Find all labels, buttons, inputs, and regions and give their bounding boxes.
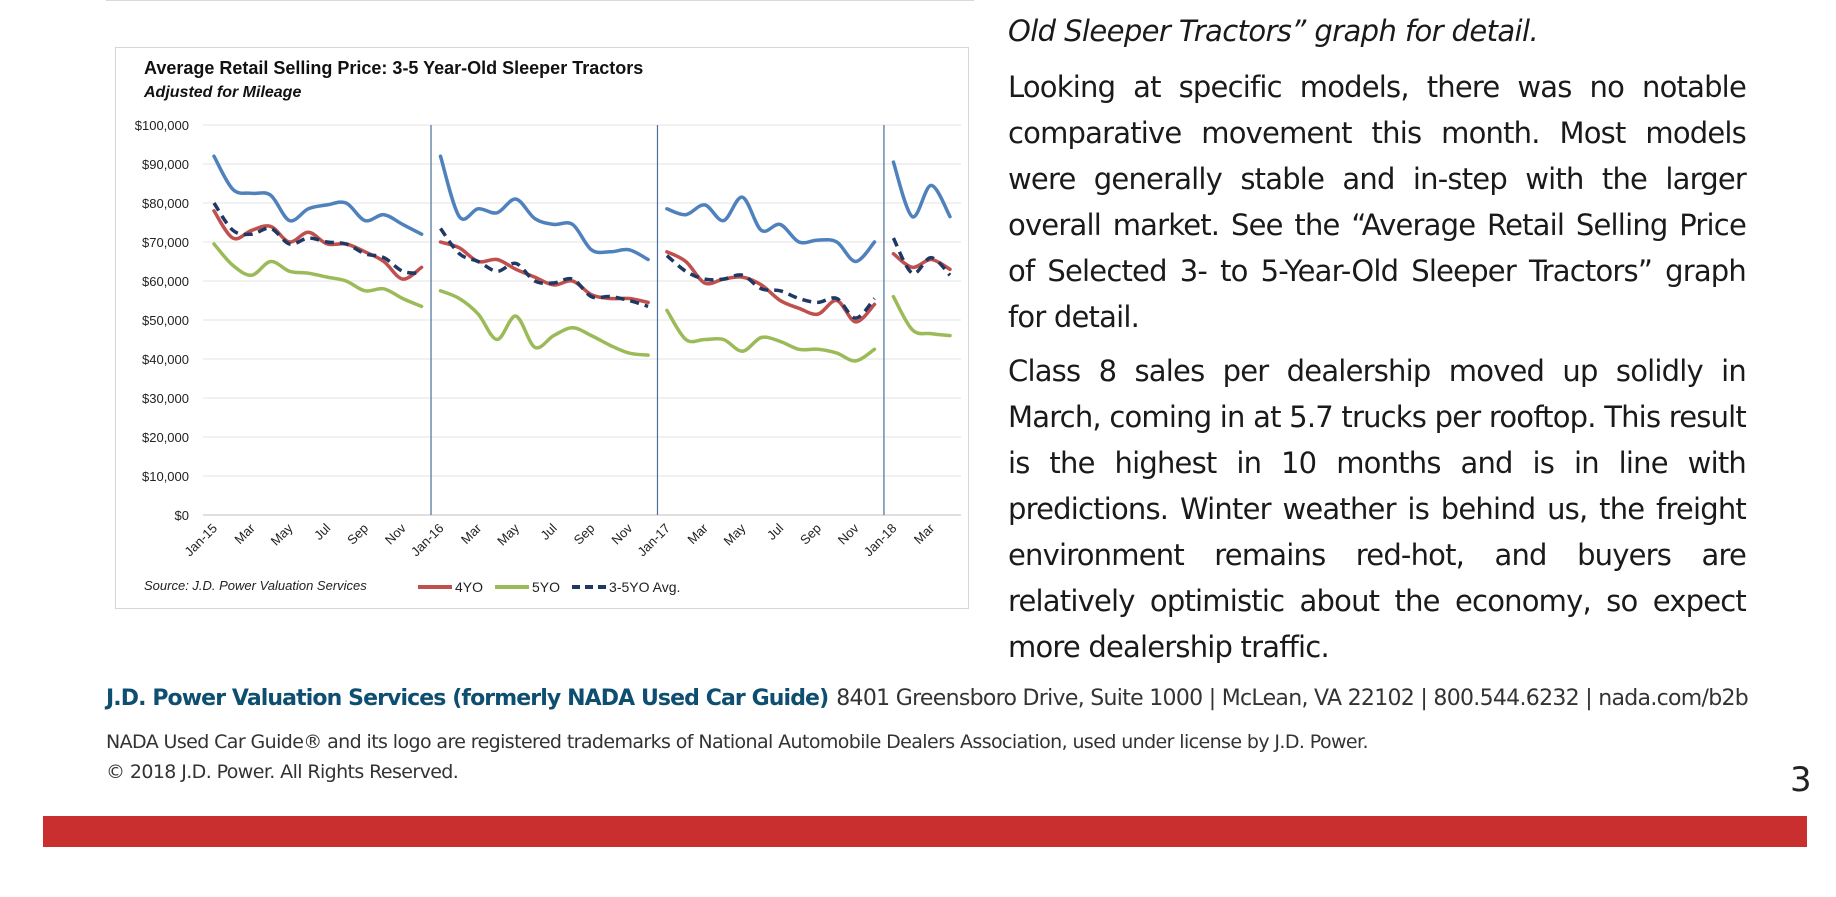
series-line-5yo [212, 242, 424, 309]
series-line-5yo [438, 289, 650, 357]
legend-swatch-4yo [418, 585, 452, 589]
page-number: 3 [1790, 760, 1812, 800]
x-tick-label: Mar [231, 520, 258, 547]
paragraph-sales: Class 8 sales per dealership moved up so… [1008, 354, 1747, 664]
paragraph-models: Looking at specific models, there was no… [1008, 70, 1747, 334]
series-line-avg [439, 227, 649, 309]
x-tick-label: Jan-17 [634, 521, 673, 560]
chart-plot: $0 $10,000 $20,000 $30,000 $40,000 $50,000 $60… [135, 118, 961, 560]
x-tick-label: Nov [382, 520, 409, 547]
series-line-4yo [212, 209, 424, 281]
x-tick-label: Mar [458, 520, 485, 547]
y-tick-label: $70,000 [142, 235, 189, 250]
y-tick-label: $90,000 [142, 157, 189, 172]
y-tick-label: $20,000 [142, 430, 189, 445]
article-text: Old Sleeper Tractors” graph for detail. … [1008, 0, 1747, 670]
legend-item-avg: 3-5YO Avg. [572, 579, 680, 595]
y-tick-label: $100,000 [135, 118, 189, 133]
chart-legend: 4YO 5YO 3-5YO Avg. [418, 579, 692, 595]
y-tick-label: $50,000 [142, 313, 189, 328]
series-line-avg [665, 254, 876, 320]
series-line-5yo [891, 294, 952, 338]
chart-title: Average Retail Selling Price: 3-5 Year-O… [144, 58, 644, 78]
footer-contact-line: J.D. Power Valuation Services (formerly … [106, 686, 1826, 711]
legend-label-4yo: 4YO [455, 579, 484, 595]
x-tick-label: Jul [537, 520, 559, 542]
x-tick-label: May [268, 520, 296, 548]
legend-swatch-5yo [495, 585, 530, 589]
series-line-4yo [665, 250, 877, 324]
y-tick-label: $60,000 [142, 274, 189, 289]
footer-brand: J.D. Power Valuation Services (formerly … [106, 686, 829, 711]
legend-label-avg: 3-5YO Avg. [609, 579, 681, 595]
footer-contact: 8401 Greensboro Drive, Suite 1000 | McLe… [836, 686, 1749, 711]
trademark-notice: NADA Used Car Guide® and its logo are re… [106, 731, 1369, 753]
copyright-notice: © 2018 J.D. Power. All Rights Reserved. [106, 761, 459, 783]
series-line-3yo [438, 154, 650, 262]
y-tick-label: $40,000 [142, 352, 189, 367]
series-line-3yo [665, 195, 877, 264]
legend-swatch-avg [572, 585, 607, 589]
chart-source: Source: J.D. Power Valuation Services [144, 578, 367, 593]
chart-subtitle: Adjusted for Mileage [144, 84, 302, 101]
series-line-5yo [665, 308, 877, 363]
legend-label-5yo: 5YO [532, 579, 561, 595]
x-tick-label: Nov [835, 520, 862, 547]
top-divider [106, 0, 974, 1]
x-tick-label: Nov [608, 520, 635, 547]
x-tick-label: Sep [344, 521, 371, 548]
x-tick-label: May [721, 520, 749, 548]
x-tick-label: May [494, 520, 522, 548]
x-tick-label: Jan-16 [408, 521, 447, 560]
bottom-red-bar [43, 816, 1807, 847]
x-tick-label: Jan-18 [861, 521, 900, 560]
y-tick-label: $0 [175, 508, 189, 523]
x-tick-label: Jul [311, 520, 333, 542]
y-tick-label: $10,000 [142, 469, 189, 484]
x-tick-label: Sep [571, 521, 598, 548]
series-line-avg [212, 202, 422, 275]
x-tick-label: Jan-15 [181, 521, 220, 560]
y-tick-label: $80,000 [142, 196, 189, 211]
series-line-3yo [212, 154, 424, 236]
x-tick-label: Sep [797, 521, 824, 548]
series-line-avg [891, 237, 952, 277]
x-tick-label: Mar [684, 520, 711, 547]
legend-item-4yo: 4YO [418, 579, 483, 595]
x-tick-label: Mar [911, 520, 938, 547]
series-line-3yo [891, 160, 952, 219]
y-tick-label: $30,000 [142, 391, 189, 406]
x-tick-label: Jul [764, 520, 786, 542]
legend-item-5yo: 5YO [495, 579, 560, 595]
intro-line: Old Sleeper Tractors” graph for detail. [1008, 14, 1539, 48]
price-chart: Average Retail Selling Price: 3-5 Year-O… [115, 47, 969, 609]
